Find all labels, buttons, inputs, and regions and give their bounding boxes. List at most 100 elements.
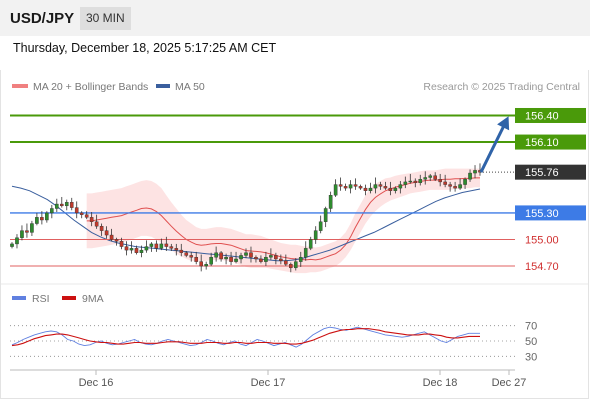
resistance-label-box [515,134,586,150]
candle-body [64,202,69,207]
legend-ma50-swatch [156,84,170,88]
candle-body [129,248,134,251]
candle-body [318,221,323,231]
candle-body [35,217,39,224]
candle-body [204,264,208,267]
candle-body [199,261,203,267]
candle-body [184,252,189,256]
candle-body [353,184,358,187]
timeframe-button[interactable]: 30 MIN [80,7,131,30]
candle-body [373,184,378,189]
candle-body [139,249,144,253]
legend-9ma-swatch [62,296,76,300]
candle-body [328,194,333,209]
candle-body [99,225,104,231]
bollinger-band [86,168,480,274]
candle-body [428,175,433,178]
candle-body [358,186,363,189]
candle-body [298,257,303,262]
candle-body [383,186,388,189]
rsi-tick-label: 30 [525,351,537,363]
candle-body [244,252,248,256]
candle-body [303,248,308,258]
candle-body [25,230,29,233]
candle-body [458,184,462,189]
resistance-label-box [515,107,586,123]
x-axis-tick-label: Dec 18 [423,377,458,389]
candle-body [259,258,263,262]
candle-body [189,255,194,258]
candle-body [45,212,49,221]
candle-body [239,255,243,260]
candle-body [398,184,403,189]
candle-body [293,261,298,269]
rsi-tick-label: 70 [525,321,537,333]
candle-body [388,187,393,191]
candle-body [59,203,64,207]
candle-body [249,252,253,258]
current-price-label: 155.76 [525,167,559,179]
candle-body [134,248,139,253]
candle-body [124,246,129,251]
candle-body [174,248,179,251]
legend-rsi-label: RSI [32,293,50,305]
candle-body [443,181,447,185]
candle-body [164,243,169,247]
candle-body [433,175,437,180]
rsi-line [11,326,480,348]
pivot-label: 155.30 [525,208,559,220]
rsi-tick-label: 50 [525,336,537,348]
candle-body [393,187,398,191]
candle-body [224,257,228,260]
candle-body [279,258,283,261]
candle-body [323,208,328,222]
legend-9ma-label: 9MA [82,293,104,305]
candle-body [214,252,218,258]
candle-body [149,243,154,247]
candle-body [274,255,278,260]
symbol-title: USD/JPY [10,10,75,27]
pivot-label-box [515,205,586,221]
candle-body [378,184,383,187]
candle-body [448,184,452,187]
x-axis-tick-label: Dec 16 [79,377,114,389]
header-bar: USD/JPY 30 MIN [0,0,590,36]
candle-body [169,246,174,249]
candle-body [438,179,442,183]
candle-body [289,264,293,269]
projection-arrow-head [497,116,510,131]
candle-body [308,239,313,249]
candle-body [20,230,24,238]
candle-body [333,184,338,196]
candle-body [10,243,14,247]
candle-body [40,217,44,221]
candle-body [104,230,109,236]
candle-body [418,179,423,183]
projection-arrow [479,122,507,173]
legend-rsi-swatch [12,296,26,300]
candle-body [468,172,472,180]
candle-body [403,181,408,185]
candle-body [284,260,288,265]
candle-body [254,257,258,260]
current-price-box [515,164,586,180]
candle-body [94,221,99,227]
rsi-ma-line [11,328,480,347]
candle-body [313,230,318,240]
candle-body [338,184,343,187]
source-credit: Research © 2025 Trading Central [423,81,580,93]
resistance-label: 156.10 [525,137,559,149]
candle-body [473,170,477,174]
candle-body [119,241,124,247]
candle-body [343,186,348,189]
resistance-label: 156.40 [525,110,559,122]
support-label: 155.00 [525,234,559,246]
candle-body [144,246,149,251]
candle-body [114,239,119,242]
candle-body [79,212,84,215]
candle-body [408,180,413,183]
candle-body [179,249,184,253]
legend-bb-swatch [12,84,28,88]
candle-body [89,217,94,222]
